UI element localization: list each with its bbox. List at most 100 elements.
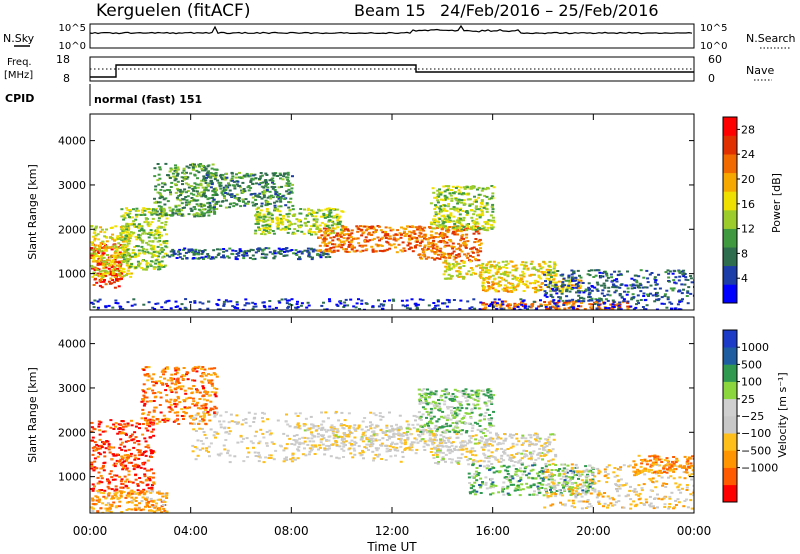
range-cell — [158, 420, 162, 423]
range-cell — [143, 402, 147, 405]
range-cell — [444, 218, 447, 220]
range-cell — [182, 410, 186, 413]
range-cell — [185, 191, 188, 194]
range-cell — [284, 420, 288, 423]
range-cell — [565, 295, 569, 298]
range-cell — [285, 413, 288, 416]
range-cell — [112, 453, 116, 456]
range-cell — [475, 221, 479, 224]
range-cell — [243, 304, 247, 307]
range-cell — [106, 493, 110, 496]
range-cell — [279, 177, 282, 180]
range-cell — [195, 203, 199, 206]
range-cell — [316, 253, 320, 256]
range-cell — [95, 447, 99, 450]
range-cell — [265, 444, 269, 447]
range-cell — [466, 252, 470, 255]
range-cell — [197, 365, 201, 368]
range-cell — [322, 238, 326, 241]
range-cell — [147, 506, 151, 508]
range-cell — [277, 300, 281, 303]
range-cell — [352, 305, 356, 308]
range-cell — [539, 299, 542, 302]
range-cell — [264, 179, 268, 181]
range-cell — [135, 215, 139, 218]
range-cell — [122, 218, 126, 221]
range-cell — [266, 196, 270, 199]
range-cell — [154, 185, 158, 188]
range-cell — [150, 450, 153, 453]
range-cell — [121, 483, 125, 485]
range-cell — [208, 197, 212, 200]
range-cell — [582, 300, 586, 303]
range-cell — [323, 244, 327, 247]
range-cell — [582, 291, 586, 294]
range-cell — [626, 301, 630, 304]
range-cell — [172, 175, 176, 178]
range-cell — [491, 216, 495, 219]
range-cell — [390, 436, 394, 438]
range-cell — [493, 298, 497, 301]
range-cell — [256, 220, 260, 223]
range-cell — [260, 205, 264, 208]
range-cell — [162, 308, 166, 310]
range-cell — [469, 187, 473, 190]
range-cell — [121, 227, 125, 230]
range-cell — [199, 182, 203, 185]
range-cell — [440, 234, 443, 237]
range-cell — [93, 466, 97, 469]
range-cell — [133, 458, 137, 461]
range-cell — [418, 244, 422, 247]
range-cell — [142, 383, 146, 386]
range-cell — [163, 501, 167, 503]
range-cell — [319, 236, 322, 239]
range-cell — [510, 260, 514, 263]
range-cell — [380, 245, 384, 247]
range-cell — [136, 492, 140, 495]
range-cell — [284, 218, 288, 221]
range-cell — [338, 215, 342, 218]
range-cell — [670, 302, 674, 305]
range-cell — [254, 305, 258, 308]
range-cell — [141, 481, 145, 484]
range-cell — [97, 451, 101, 454]
range-cell — [276, 209, 280, 212]
range-cell — [615, 304, 619, 307]
range-cell — [379, 418, 383, 421]
range-cell — [534, 279, 538, 282]
range-cell — [174, 300, 178, 303]
range-cell — [472, 186, 476, 189]
range-cell — [141, 259, 144, 262]
range-cell — [97, 501, 101, 503]
range-cell — [516, 305, 520, 308]
range-cell — [96, 272, 100, 275]
range-cell — [270, 441, 274, 444]
range-cell — [145, 241, 149, 244]
range-cell — [455, 207, 459, 210]
range-cell — [381, 236, 385, 239]
range-cell — [190, 414, 194, 417]
range-cell — [203, 378, 207, 381]
range-cell — [155, 418, 159, 420]
range-cell — [439, 198, 443, 201]
range-cell — [157, 217, 161, 220]
range-cell — [164, 495, 168, 498]
range-cell — [207, 445, 211, 448]
range-cell — [246, 447, 249, 450]
range-cell — [178, 212, 181, 215]
range-cell — [631, 283, 635, 286]
range-cell — [283, 447, 287, 450]
range-cell — [256, 222, 260, 225]
range-cell — [145, 263, 149, 266]
range-cell — [325, 244, 329, 247]
range-cell — [497, 276, 501, 279]
range-cell — [177, 423, 181, 425]
range-cell — [210, 367, 214, 370]
range-cell — [140, 245, 144, 248]
range-cell — [124, 484, 128, 487]
range-cell — [289, 197, 293, 200]
range-cell — [678, 299, 682, 302]
range-cell — [663, 293, 667, 296]
range-cell — [222, 300, 226, 303]
range-cell — [235, 252, 239, 255]
